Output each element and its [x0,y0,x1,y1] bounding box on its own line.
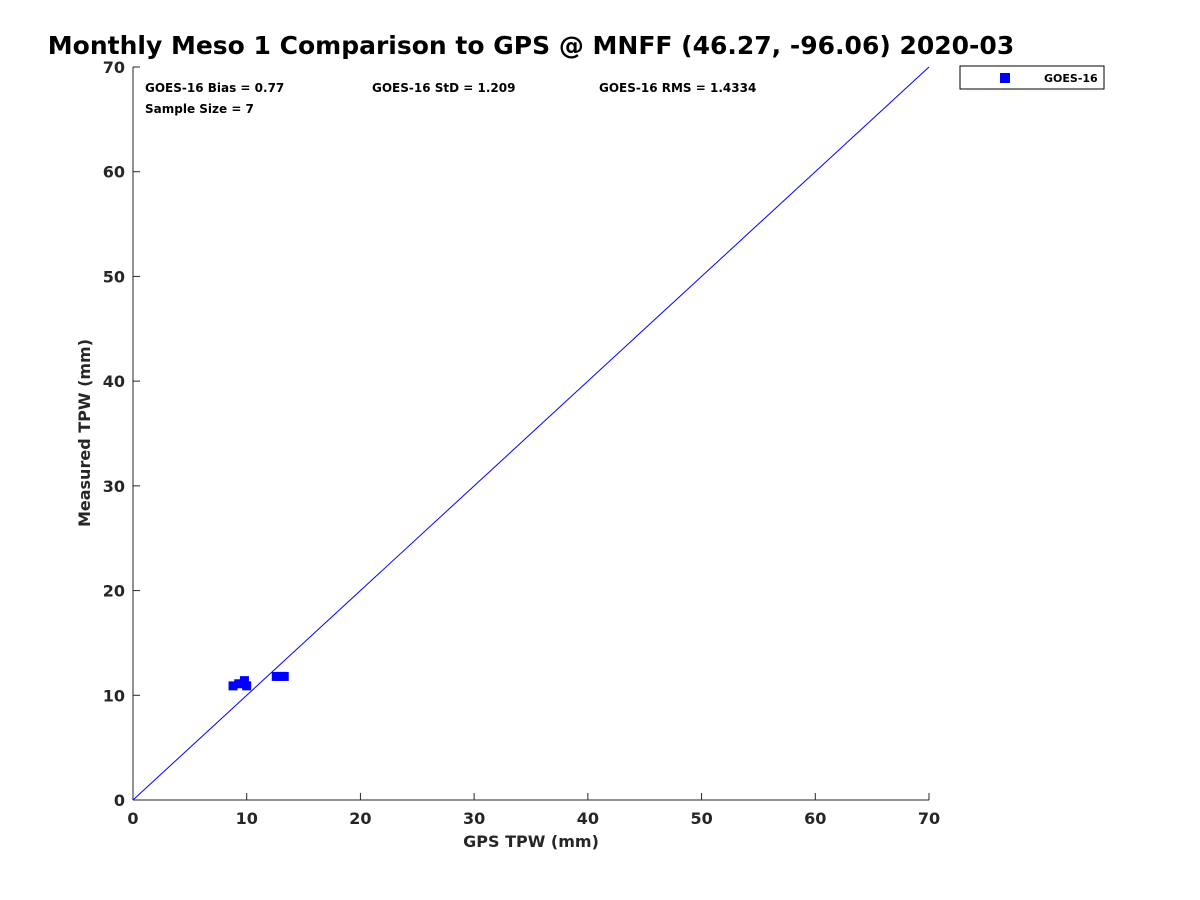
one-to-one-line [132,66,930,801]
data-point [242,681,252,691]
x-tick-label: 70 [918,809,940,828]
x-tick-label: 0 [127,809,138,828]
data-point [279,671,289,681]
x-tick-label: 40 [577,809,599,828]
x-tick-label: 10 [236,809,258,828]
y-tick-label: 30 [103,477,125,496]
x-tick-label: 50 [690,809,712,828]
y-tick-label: 20 [103,582,125,601]
chart-title: Monthly Meso 1 Comparison to GPS @ MNFF … [48,31,1014,60]
std-annotation: GOES-16 StD = 1.209 [372,81,515,95]
y-tick-label: 70 [103,58,125,77]
y-tick-label: 60 [103,163,125,182]
data-point [271,671,281,681]
sample-size-annotation: Sample Size = 7 [145,102,254,116]
y-axis-label: Measured TPW (mm) [75,339,94,527]
legend: GOES-16 [959,65,1105,90]
y-tick-label: 50 [103,267,125,286]
legend-box [959,65,1105,90]
y-tick-label: 0 [114,791,125,810]
axes: 0 10 20 30 40 50 60 70 0 10 20 30 40 50 60 70 [103,58,940,828]
x-axis-label: GPS TPW (mm) [463,832,599,851]
reference-line-layer [132,66,930,801]
x-tick-label: 20 [349,809,371,828]
x-tick-label: 30 [463,809,485,828]
data-points [228,671,289,691]
y-tick-label: 10 [103,686,125,705]
legend-marker [1000,73,1010,83]
bias-annotation: GOES-16 Bias = 0.77 [145,81,284,95]
legend-label: GOES-16 [1044,72,1098,85]
y-tick-label: 40 [103,372,125,391]
data-point [239,676,249,686]
data-point [234,679,244,689]
x-tick-label: 60 [804,809,826,828]
rms-annotation: GOES-16 RMS = 1.4334 [599,81,756,95]
data-point [228,681,238,691]
